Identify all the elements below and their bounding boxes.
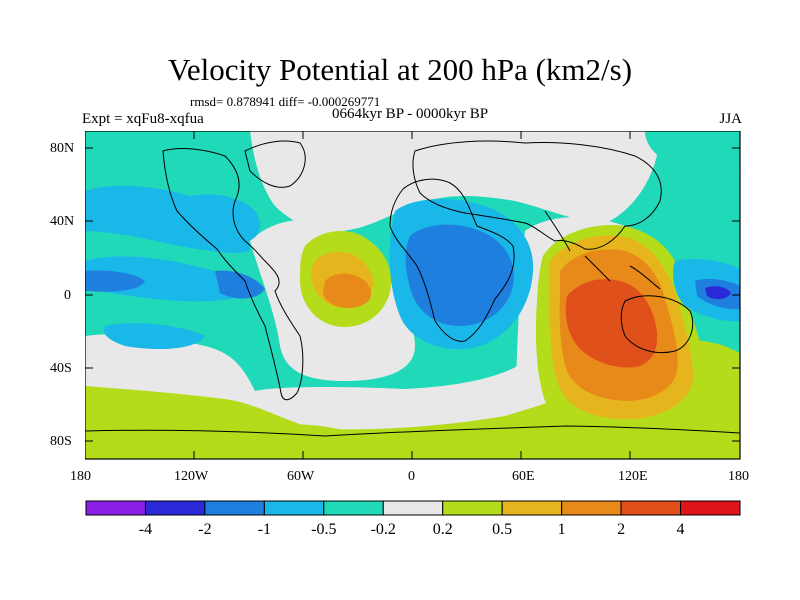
colorbar-swatch	[323, 500, 384, 516]
lon-label-120e: 120E	[618, 469, 648, 484]
period-label: 0664kyr BP - 0000kyr BP	[331, 106, 489, 122]
lon-label-60w: 60W	[287, 469, 315, 484]
stats-text: rmsd= 0.878941 diff= -0.000269771	[190, 94, 381, 109]
colorbar-label: 0.5	[492, 521, 513, 538]
colorbar-swatch	[204, 500, 265, 516]
axis-ticks	[85, 131, 740, 459]
map-panel	[85, 131, 741, 460]
contour-fill	[85, 131, 740, 459]
lon-label-0: 0	[408, 469, 415, 484]
experiment-label: Expt = xqFu8-xqfua	[82, 111, 204, 127]
map-title: Velocity Potential at 200 hPa (km2/s)	[167, 52, 633, 87]
colorbar-label: 1	[557, 521, 566, 538]
colorbar-label: -0.5	[311, 521, 337, 538]
colorbar-swatch	[680, 500, 741, 516]
lon-label-180e: 180	[728, 469, 749, 484]
colorbar-swatch	[561, 500, 622, 516]
colorbar-swatch	[501, 500, 563, 516]
lon-label-60e: 60E	[512, 469, 535, 484]
coastlines	[85, 140, 740, 437]
lat-label-80s: 80S	[50, 434, 72, 449]
colorbar-swatch	[382, 500, 444, 516]
colorbar-label: -1	[257, 521, 272, 538]
colorbar	[85, 500, 741, 516]
colorbar-label: -2	[198, 521, 212, 538]
colorbar-swatch	[85, 500, 146, 516]
colorbar-label: -0.2	[370, 521, 396, 538]
colorbar-label: 4	[676, 521, 685, 538]
colorbar-swatch	[442, 500, 503, 516]
lat-label-0: 0	[64, 288, 71, 303]
lat-label-80n: 80N	[50, 141, 75, 156]
lat-label-40s: 40S	[50, 361, 72, 376]
lon-label-120w: 120W	[174, 469, 209, 484]
colorbar-swatch	[620, 500, 682, 516]
colorbar-swatch	[263, 500, 325, 516]
lat-label-40n: 40N	[50, 214, 75, 229]
colorbar-label: -4	[138, 521, 153, 538]
colorbar-label: 2	[617, 521, 626, 538]
lon-label-180w: 180	[70, 469, 91, 484]
colorbar-label: 0.2	[432, 521, 453, 538]
colorbar-swatch	[144, 500, 206, 516]
season-label: JJA	[719, 111, 742, 127]
